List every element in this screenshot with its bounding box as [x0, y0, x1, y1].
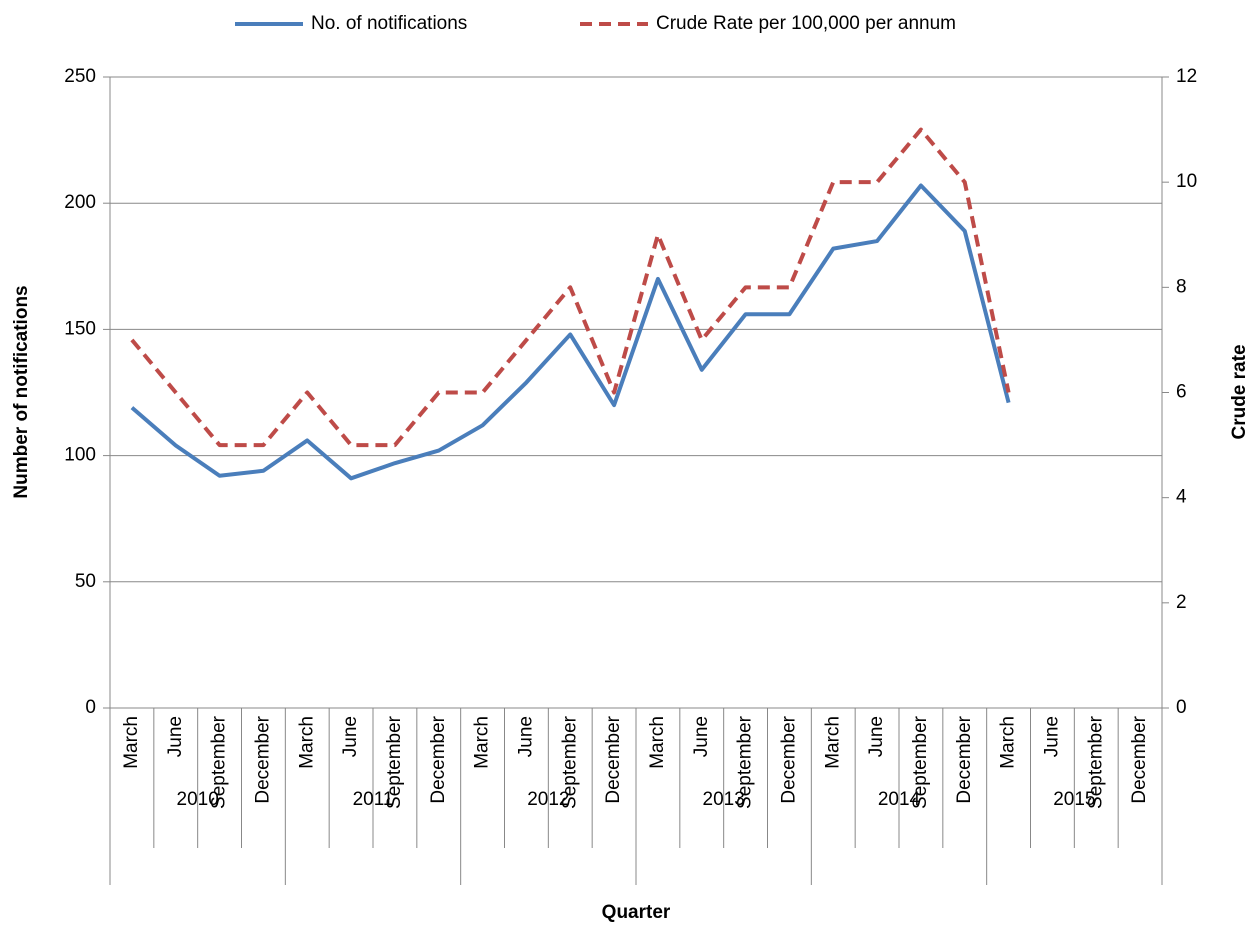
- x-tick-label: June: [340, 716, 361, 757]
- x-tick-label: June: [866, 716, 887, 757]
- y-axis-title: Number of notifications: [11, 285, 32, 498]
- x-tick-label: September: [559, 715, 580, 809]
- group-label: 2015: [1053, 789, 1095, 810]
- group-label: 2012: [527, 789, 569, 810]
- x-tick-label: December: [1129, 715, 1150, 803]
- y2-tick-label: 10: [1176, 171, 1197, 192]
- x-tick-label: September: [910, 715, 931, 809]
- x-tick-label: March: [998, 716, 1019, 769]
- y2-axis-title: Crude rate: [1229, 344, 1250, 439]
- x-tick-label: December: [778, 715, 799, 803]
- x-tick-label: March: [472, 716, 493, 769]
- x-tick-label: December: [954, 715, 975, 803]
- y-tick-label: 250: [64, 66, 96, 87]
- y2-tick-label: 8: [1176, 276, 1187, 297]
- y2-tick-label: 2: [1176, 592, 1187, 613]
- x-tick-label: September: [384, 715, 405, 809]
- x-tick-label: March: [296, 716, 317, 769]
- legend-label: Crude Rate per 100,000 per annum: [656, 13, 956, 34]
- series-line: [130, 183, 1011, 481]
- x-tick-label: December: [603, 715, 624, 803]
- y-tick-label: 200: [64, 192, 96, 213]
- series-line: [130, 127, 1011, 448]
- x-tick-label: March: [121, 716, 142, 769]
- x-tick-label: March: [822, 716, 843, 769]
- y-tick-label: 50: [75, 571, 96, 592]
- y2-tick-label: 6: [1176, 382, 1187, 403]
- y2-tick-label: 12: [1176, 66, 1197, 87]
- x-tick-label: June: [515, 716, 536, 757]
- x-tick-label: June: [165, 716, 186, 757]
- legend-label: No. of notifications: [311, 13, 467, 34]
- x-tick-label: June: [1041, 716, 1062, 757]
- x-tick-label: September: [209, 715, 230, 809]
- x-tick-label: December: [428, 715, 449, 803]
- x-tick-label: September: [735, 715, 756, 809]
- y2-tick-label: 4: [1176, 487, 1187, 508]
- y2-tick-label: 0: [1176, 697, 1187, 718]
- group-label: 2010: [177, 789, 219, 810]
- group-label: 2011: [353, 789, 394, 810]
- group-label: 2013: [703, 789, 745, 810]
- x-axis-title: Quarter: [602, 902, 671, 923]
- x-tick-label: June: [691, 716, 712, 757]
- group-label: 2014: [878, 789, 921, 810]
- y-tick-label: 100: [64, 445, 96, 466]
- y-tick-label: 0: [85, 697, 96, 718]
- x-tick-label: December: [252, 715, 273, 803]
- x-tick-label: September: [1085, 715, 1106, 809]
- y-tick-label: 150: [64, 318, 96, 339]
- x-tick-label: March: [647, 716, 668, 769]
